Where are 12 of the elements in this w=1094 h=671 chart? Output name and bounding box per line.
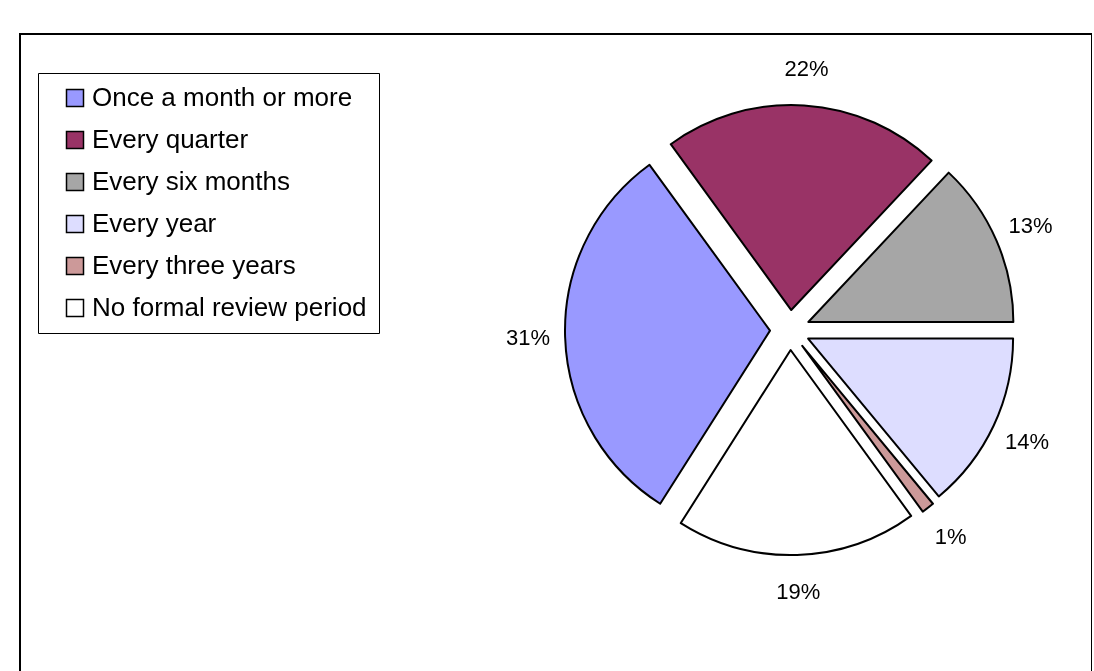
legend-label: Every three years	[92, 250, 296, 280]
data-label: 1%	[934, 524, 967, 550]
data-label: 14%	[1005, 428, 1050, 454]
legend-label: Every six months	[92, 166, 290, 196]
legend-label: Every quarter	[92, 124, 249, 154]
legend-label: Once a month or more	[92, 82, 353, 112]
data-label: 19%	[776, 578, 821, 604]
data-label: 22%	[784, 55, 829, 81]
legend-label: Every year	[92, 208, 217, 238]
legend-label: No formal review period	[92, 292, 367, 322]
data-label: 13%	[1008, 212, 1053, 238]
data-label: 31%	[506, 325, 551, 351]
